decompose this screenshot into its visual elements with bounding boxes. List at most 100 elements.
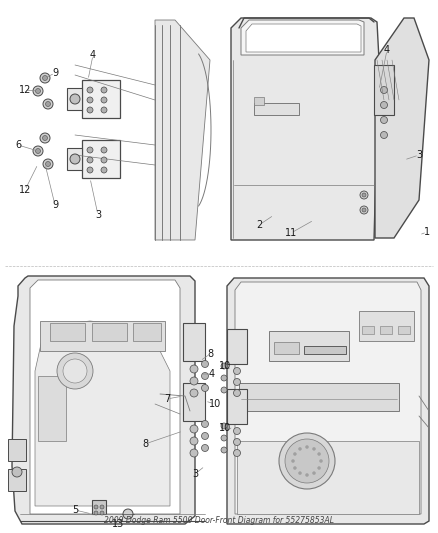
Circle shape	[100, 505, 104, 509]
Polygon shape	[231, 18, 379, 240]
Polygon shape	[155, 20, 210, 240]
Bar	[398, 326, 410, 334]
Text: 8: 8	[207, 349, 213, 359]
Circle shape	[362, 208, 366, 212]
Polygon shape	[241, 20, 364, 55]
Circle shape	[43, 159, 53, 169]
Circle shape	[233, 378, 240, 385]
Circle shape	[35, 88, 40, 93]
Bar	[133, 323, 161, 341]
Circle shape	[360, 206, 368, 214]
Circle shape	[293, 466, 297, 470]
Circle shape	[305, 473, 308, 477]
Bar	[183, 383, 205, 421]
Polygon shape	[67, 148, 82, 170]
Text: 10: 10	[209, 399, 221, 409]
Circle shape	[201, 360, 208, 367]
Bar	[359, 311, 414, 341]
Bar	[92, 500, 106, 514]
Circle shape	[305, 446, 308, 448]
Circle shape	[233, 367, 240, 375]
Circle shape	[279, 433, 335, 489]
Text: 2: 2	[256, 220, 262, 230]
Circle shape	[233, 439, 240, 446]
Text: 9: 9	[52, 200, 58, 210]
Text: 6: 6	[15, 140, 21, 150]
Polygon shape	[235, 282, 421, 514]
Bar	[239, 383, 399, 411]
Bar	[380, 326, 392, 334]
Circle shape	[221, 363, 227, 369]
Circle shape	[100, 511, 104, 515]
Circle shape	[101, 87, 107, 93]
Circle shape	[201, 373, 208, 379]
Circle shape	[299, 472, 301, 474]
Circle shape	[381, 132, 388, 139]
Circle shape	[70, 94, 80, 104]
Circle shape	[318, 453, 321, 456]
Polygon shape	[246, 24, 361, 52]
Circle shape	[233, 390, 240, 397]
Bar	[92, 323, 127, 341]
Polygon shape	[67, 88, 82, 110]
Bar	[254, 97, 264, 105]
Bar	[227, 329, 247, 364]
Text: 1: 1	[424, 227, 430, 237]
Text: 3: 3	[192, 469, 198, 479]
Bar	[362, 326, 374, 334]
Circle shape	[35, 149, 40, 154]
Circle shape	[42, 135, 47, 141]
Circle shape	[87, 167, 93, 173]
Text: 4: 4	[384, 45, 390, 55]
Circle shape	[362, 193, 366, 197]
Circle shape	[201, 421, 208, 427]
Circle shape	[221, 435, 227, 441]
Circle shape	[87, 147, 93, 153]
Circle shape	[201, 384, 208, 392]
Circle shape	[312, 447, 315, 450]
Bar	[8, 439, 26, 461]
Circle shape	[190, 377, 198, 385]
Circle shape	[190, 365, 198, 373]
Circle shape	[190, 437, 198, 445]
Bar	[38, 376, 66, 441]
Circle shape	[101, 107, 107, 113]
Circle shape	[87, 97, 93, 103]
Circle shape	[101, 167, 107, 173]
Circle shape	[33, 86, 43, 96]
Circle shape	[312, 472, 315, 474]
Circle shape	[201, 445, 208, 451]
Circle shape	[40, 73, 50, 83]
Text: 13: 13	[112, 519, 124, 529]
Bar	[50, 323, 85, 341]
Text: 11: 11	[285, 228, 297, 238]
Bar	[269, 331, 349, 361]
Circle shape	[292, 459, 294, 463]
Circle shape	[101, 147, 107, 153]
Polygon shape	[30, 280, 180, 514]
Text: 4: 4	[90, 50, 96, 60]
Circle shape	[190, 389, 198, 397]
Text: 5: 5	[72, 505, 78, 515]
Circle shape	[190, 449, 198, 457]
Polygon shape	[40, 321, 165, 351]
Polygon shape	[35, 321, 170, 506]
Text: 12: 12	[19, 185, 31, 195]
Circle shape	[43, 99, 53, 109]
Circle shape	[221, 375, 227, 381]
Text: 12: 12	[19, 85, 31, 95]
Circle shape	[299, 447, 301, 450]
Circle shape	[46, 161, 50, 166]
Circle shape	[42, 76, 47, 80]
Polygon shape	[82, 140, 120, 178]
Text: 4: 4	[209, 369, 215, 379]
Circle shape	[201, 432, 208, 440]
Circle shape	[221, 447, 227, 453]
Bar	[274, 342, 299, 354]
Circle shape	[233, 449, 240, 456]
Circle shape	[221, 423, 227, 429]
Circle shape	[221, 387, 227, 393]
Circle shape	[381, 101, 388, 109]
Circle shape	[190, 425, 198, 433]
Polygon shape	[82, 80, 120, 118]
